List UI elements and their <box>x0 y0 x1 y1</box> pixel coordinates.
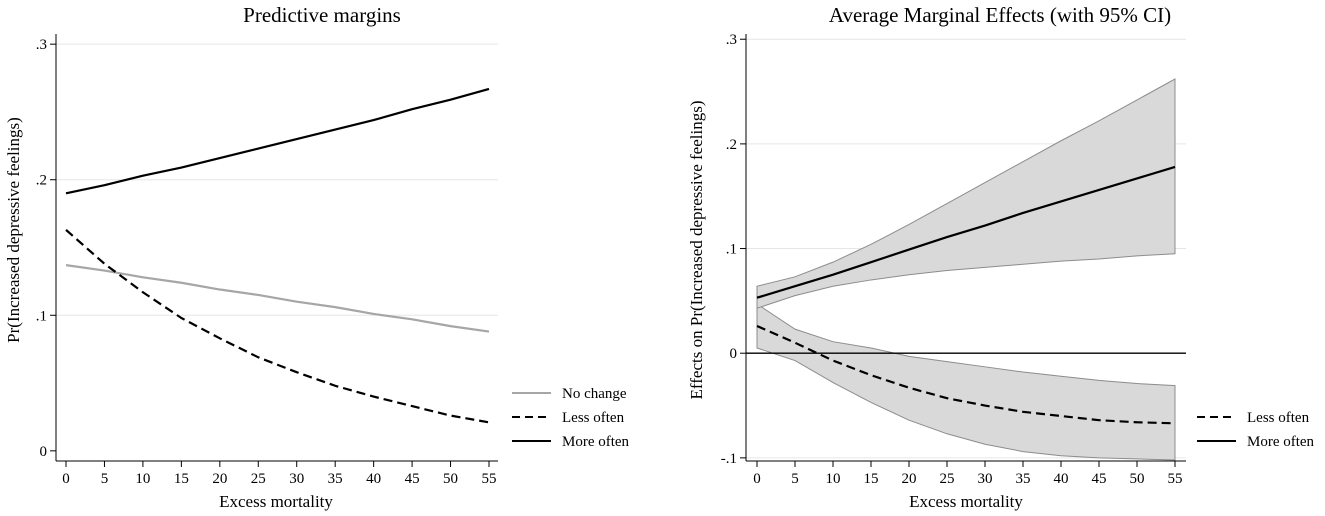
x-tick-label: 55 <box>482 471 497 487</box>
y-tick-label: 0 <box>40 444 48 460</box>
x-tick-label: 35 <box>1016 471 1031 487</box>
predictive-margins-panel: Predictive margins Excess mortality Pr(I… <box>4 3 630 511</box>
legend-label-less-often: Less often <box>562 410 625 426</box>
y-ticks: -.1 0 .1 .2 .3 <box>721 32 746 467</box>
x-tick-label: 15 <box>174 471 189 487</box>
y-tick-label: .1 <box>726 242 737 258</box>
legend-label-more-often: More often <box>562 434 630 450</box>
series-line-less-often <box>65 229 490 424</box>
x-tick-label: 20 <box>902 471 917 487</box>
x-ticks: 0 5 10 15 20 25 30 35 40 45 50 55 <box>753 461 1183 487</box>
series-line-no-change <box>65 264 490 333</box>
x-tick-label: 40 <box>366 471 381 487</box>
x-tick-label: 50 <box>1130 471 1145 487</box>
x-tick-label: 0 <box>62 471 70 487</box>
y-tick-label: .3 <box>36 37 47 53</box>
y-ticks: 0 .1 .2 .3 <box>36 37 56 460</box>
x-tick-label: 30 <box>289 471 304 487</box>
x-tick-label: 10 <box>135 471 150 487</box>
y-tick-label: .1 <box>36 308 47 324</box>
x-ticks: 0 5 10 15 20 25 30 35 40 45 50 55 <box>62 461 497 487</box>
axes <box>745 34 1186 462</box>
y-tick-label: 0 <box>730 346 738 362</box>
plot-area <box>65 87 490 424</box>
x-tick-label: 20 <box>212 471 227 487</box>
plot-area <box>756 165 1176 425</box>
x-tick-label: 5 <box>791 471 799 487</box>
series-line-less-often <box>756 324 1176 425</box>
y-tick-label: .2 <box>36 173 47 189</box>
x-axis-label: Excess mortality <box>219 492 333 511</box>
y-tick-label: .2 <box>726 137 737 153</box>
x-tick-label: 25 <box>940 471 955 487</box>
legend-label-more-often: More often <box>1247 434 1315 450</box>
chart-title: Average Marginal Effects (with 95% CI) <box>829 3 1171 27</box>
x-tick-label: 10 <box>826 471 841 487</box>
x-tick-label: 5 <box>101 471 109 487</box>
x-tick-label: 50 <box>443 471 458 487</box>
y-axis-label: Effects on Pr(Increased depressive feeli… <box>687 101 706 400</box>
x-tick-label: 45 <box>1092 471 1107 487</box>
x-tick-label: 35 <box>328 471 343 487</box>
ci-band-more-often <box>756 78 1176 309</box>
axes <box>55 34 498 462</box>
average-marginal-effects-panel: Average Marginal Effects (with 95% CI) E… <box>687 3 1315 511</box>
ci-band-less-often <box>756 303 1176 461</box>
legend: No change Less often More often <box>512 386 630 450</box>
x-tick-label: 45 <box>405 471 420 487</box>
x-tick-label: 55 <box>1168 471 1183 487</box>
legend-label-no-change: No change <box>562 386 627 402</box>
y-axis-label: Pr(Increased depressive feelings) <box>4 117 23 343</box>
series-line-more-often <box>65 87 490 195</box>
series-line-more-often <box>756 165 1176 299</box>
x-tick-label: 40 <box>1054 471 1069 487</box>
x-axis-label: Excess mortality <box>909 492 1023 511</box>
legend: Less often More often <box>1197 410 1315 450</box>
chart-title: Predictive margins <box>243 3 401 27</box>
confidence-bands <box>756 78 1176 461</box>
legend-label-less-often: Less often <box>1247 410 1310 426</box>
x-tick-label: 0 <box>753 471 761 487</box>
y-tick-label: .3 <box>726 32 737 48</box>
x-tick-label: 30 <box>978 471 993 487</box>
x-tick-label: 25 <box>251 471 266 487</box>
x-tick-label: 15 <box>864 471 879 487</box>
y-tick-label: -.1 <box>721 451 737 467</box>
